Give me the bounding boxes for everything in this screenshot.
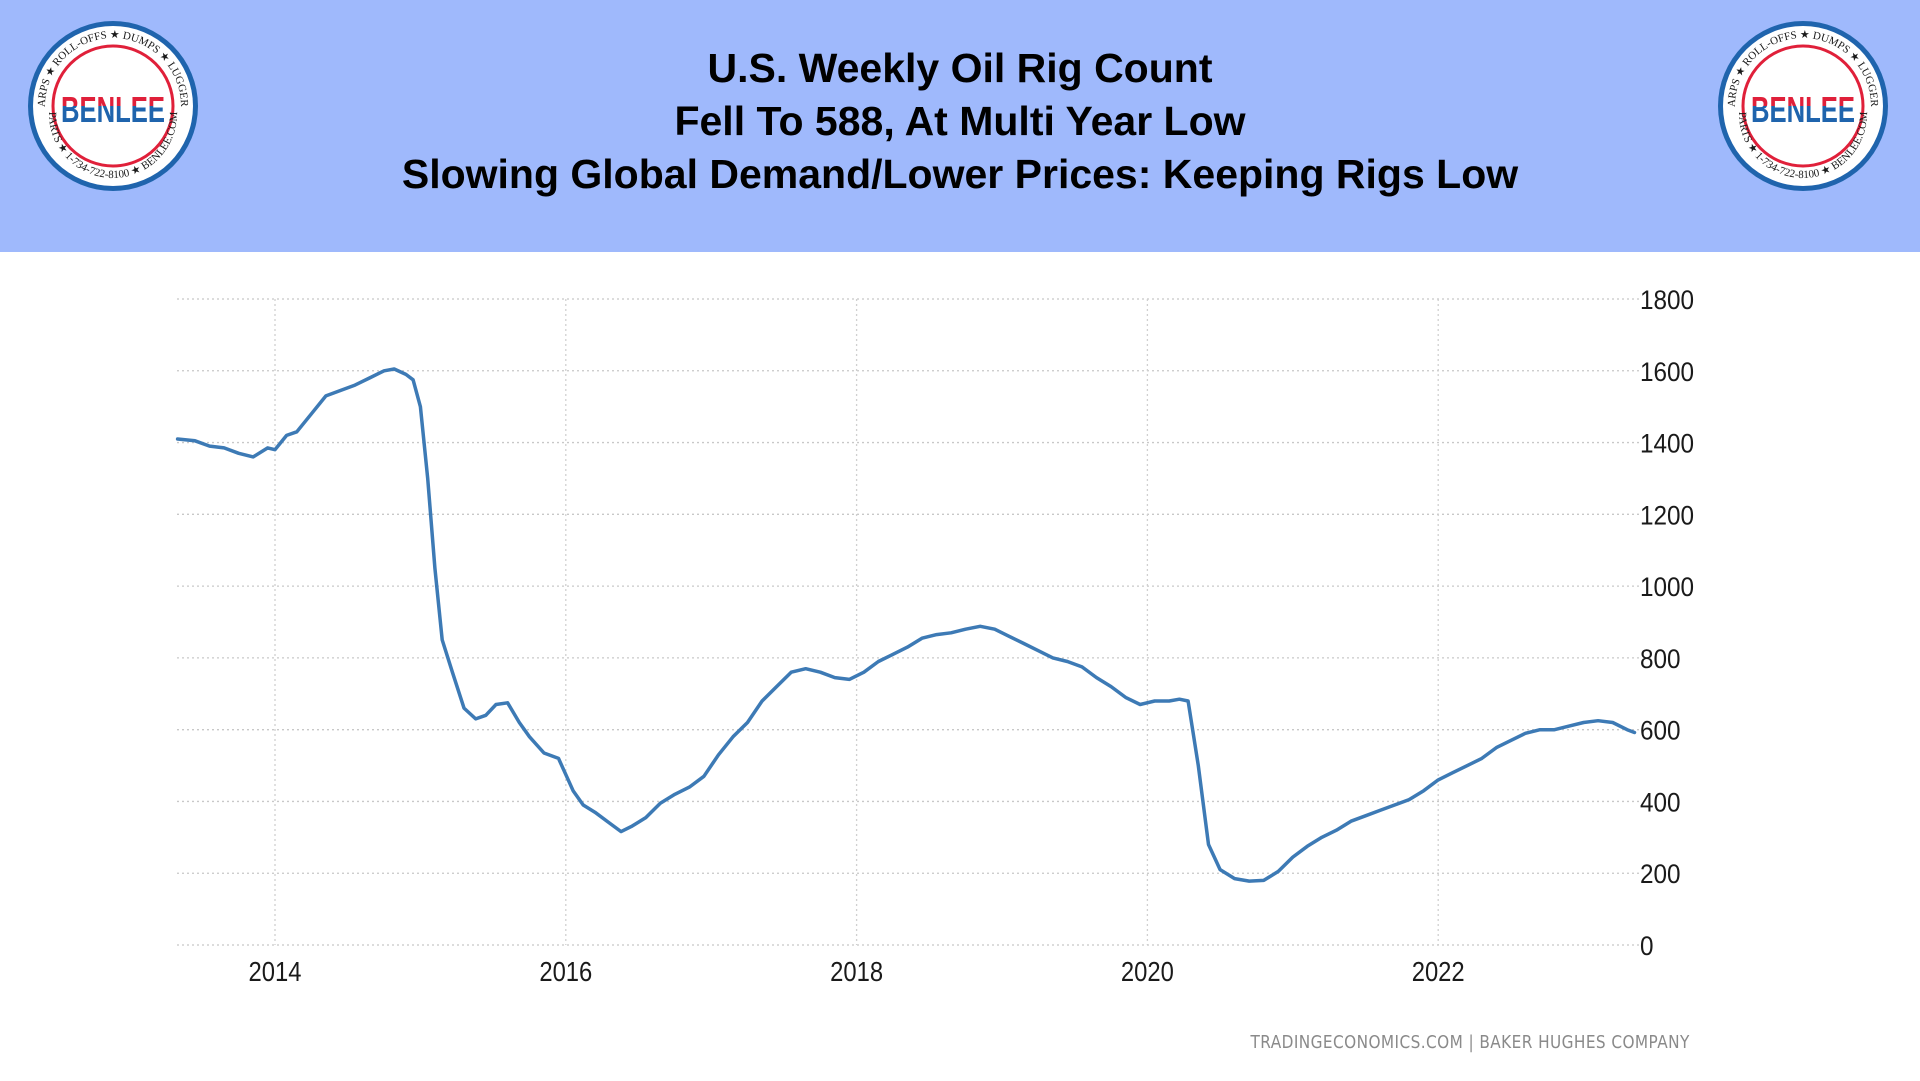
x-tick-label: 2016	[539, 955, 592, 987]
x-tick-label: 2022	[1412, 955, 1465, 987]
x-axis-labels: 2014 2016 2018 2020 2022	[249, 955, 1465, 987]
logo-inner-ring	[1741, 44, 1865, 168]
y-tick-label: 1800	[1640, 286, 1694, 315]
benlee-logo-left: TARPS ★ ROLL-OFFS ★ DUMPS ★ LUGGERS PART…	[25, 18, 198, 191]
title-line-1: U.S. Weekly Oil Rig Count	[707, 45, 1213, 91]
y-tick-label: 400	[1640, 788, 1681, 817]
header-banner	[0, 0, 1920, 252]
source-credit: TRADINGECONOMICS.COM | BAKER HUGHES COMP…	[1250, 1032, 1690, 1053]
title-line-3: Slowing Global Demand/Lower Prices: Keep…	[401, 151, 1519, 197]
y-tick-label: 0	[1640, 932, 1654, 961]
series-line-oil-rig-count	[175, 367, 1637, 883]
y-axis-labels: 0 200 400 600 800 1000 1200 1400 1600 1800	[1640, 286, 1694, 961]
series-layer	[175, 367, 1637, 883]
logo-inner-ring	[51, 44, 175, 168]
svg-text:BENLEE: BENLEE	[1751, 89, 1855, 130]
chart-title: U.S. Weekly Oil Rig Count Fell To 588, A…	[0, 42, 1920, 201]
svg-text:BENLEE: BENLEE	[61, 89, 165, 130]
y-tick-label: 600	[1640, 717, 1681, 746]
x-tick-label: 2018	[830, 955, 883, 987]
y-tick-label: 1000	[1640, 573, 1694, 602]
y-tick-label: 200	[1640, 860, 1681, 889]
y-tick-label: 1200	[1640, 501, 1694, 530]
x-tick-label: 2014	[249, 955, 302, 987]
y-tick-label: 1400	[1640, 429, 1694, 458]
benlee-logo-right: TARPS ★ ROLL-OFFS ★ DUMPS ★ LUGGERS PART…	[1715, 18, 1888, 191]
x-tick-label: 2020	[1121, 955, 1174, 987]
svg-text:BENLEE: BENLEE	[1751, 89, 1855, 130]
y-tick-label: 1600	[1640, 358, 1694, 387]
grid	[177, 298, 1640, 946]
title-line-2: Fell To 588, At Multi Year Low	[674, 98, 1246, 144]
svg-text:BENLEE: BENLEE	[61, 89, 165, 130]
y-tick-label: 800	[1640, 645, 1681, 674]
